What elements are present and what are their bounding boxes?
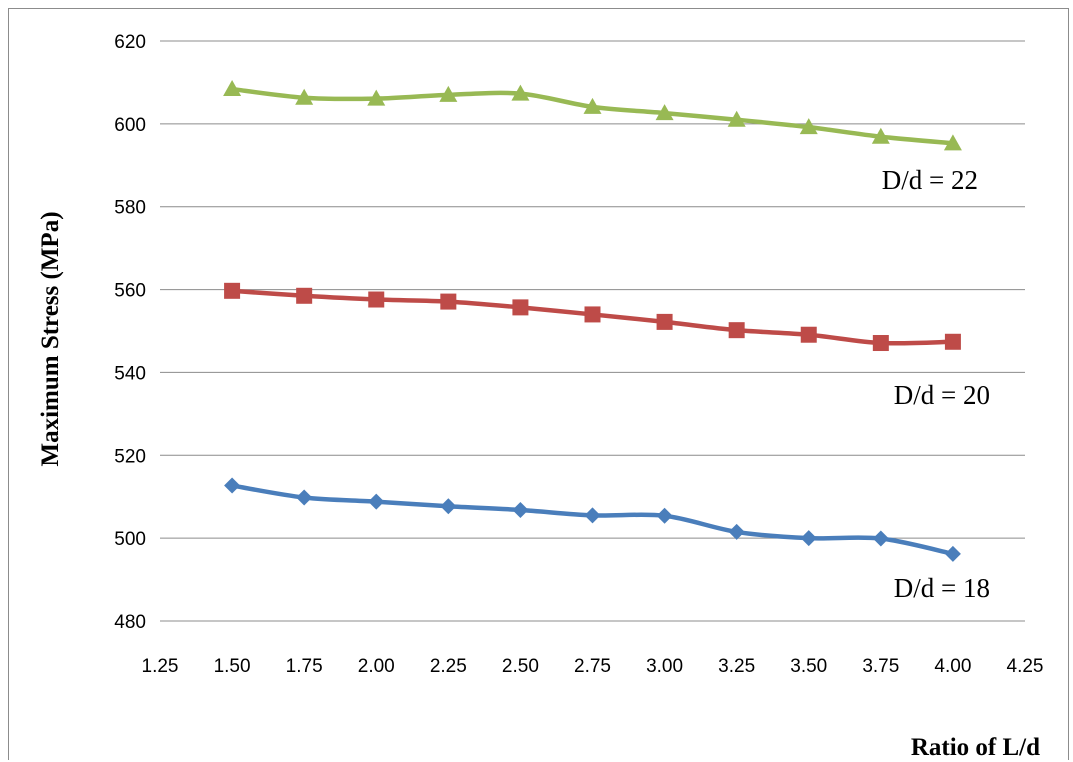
data-point-diamond bbox=[368, 493, 385, 510]
data-point-square bbox=[440, 293, 457, 310]
data-point-triangle bbox=[655, 104, 674, 121]
data-point-square bbox=[728, 322, 745, 339]
data-point-triangle bbox=[799, 118, 818, 135]
y-tick-label: 540 bbox=[114, 363, 146, 384]
data-point-square bbox=[656, 313, 673, 330]
x-tick-label: 2.50 bbox=[502, 656, 539, 677]
series-label: D/d = 20 bbox=[894, 380, 990, 410]
data-point-square bbox=[944, 333, 961, 350]
series-0: D/d = 18 bbox=[224, 477, 990, 603]
y-tick-label: 500 bbox=[114, 529, 146, 550]
data-point-triangle bbox=[511, 84, 530, 101]
data-point-triangle bbox=[439, 85, 458, 102]
data-point-diamond bbox=[512, 501, 529, 518]
data-point-triangle bbox=[583, 97, 602, 114]
y-tick-label: 520 bbox=[114, 446, 146, 467]
chart-frame bbox=[8, 8, 1069, 760]
x-tick-label: 3.75 bbox=[862, 656, 899, 677]
data-point-triangle bbox=[367, 89, 386, 106]
x-tick-label: 2.75 bbox=[574, 656, 611, 677]
x-tick-label: 2.00 bbox=[358, 656, 395, 677]
data-point-triangle bbox=[295, 88, 314, 105]
x-tick-label: 3.00 bbox=[646, 656, 683, 677]
data-point-diamond bbox=[800, 530, 817, 547]
x-tick-label: 1.50 bbox=[214, 656, 251, 677]
data-point-diamond bbox=[872, 530, 889, 547]
x-tick-label: 4.00 bbox=[934, 656, 971, 677]
x-tick-label: 1.75 bbox=[286, 656, 323, 677]
x-tick-label: 3.25 bbox=[718, 656, 755, 677]
data-point-diamond bbox=[728, 523, 745, 540]
data-point-diamond bbox=[296, 489, 313, 506]
data-point-triangle bbox=[727, 110, 746, 127]
data-point-square bbox=[224, 282, 241, 299]
series-label: D/d = 18 bbox=[894, 573, 990, 603]
series-2: D/d = 22 bbox=[223, 80, 978, 195]
y-tick-label: 620 bbox=[114, 32, 146, 53]
data-point-square bbox=[872, 335, 889, 352]
data-point-triangle bbox=[943, 134, 962, 151]
data-point-diamond bbox=[656, 507, 673, 524]
y-tick-label: 580 bbox=[114, 198, 146, 219]
series-1: D/d = 20 bbox=[224, 282, 990, 410]
y-tick-label: 480 bbox=[114, 612, 146, 633]
series-label: D/d = 22 bbox=[882, 165, 978, 195]
data-point-diamond bbox=[224, 477, 241, 494]
data-point-square bbox=[800, 326, 817, 343]
data-point-square bbox=[512, 299, 529, 316]
x-tick-label: 3.50 bbox=[790, 656, 827, 677]
data-point-square bbox=[296, 287, 313, 304]
data-point-diamond bbox=[584, 507, 601, 524]
data-point-diamond bbox=[440, 498, 457, 515]
x-tick-label: 2.25 bbox=[430, 656, 467, 677]
data-point-square bbox=[584, 306, 601, 323]
data-point-triangle bbox=[871, 127, 890, 144]
data-point-square bbox=[368, 291, 385, 308]
series-line bbox=[229, 86, 956, 146]
data-point-diamond bbox=[944, 545, 961, 562]
x-tick-label: 1.25 bbox=[142, 656, 179, 677]
y-tick-label: 600 bbox=[114, 115, 146, 136]
data-point-triangle bbox=[223, 80, 242, 97]
y-axis-title: Maximum Stress (MPa) bbox=[37, 211, 64, 466]
x-tick-label: 4.25 bbox=[1007, 656, 1044, 677]
y-tick-label: 560 bbox=[114, 281, 146, 302]
x-axis-title: Ratio of L/d bbox=[911, 734, 1040, 761]
